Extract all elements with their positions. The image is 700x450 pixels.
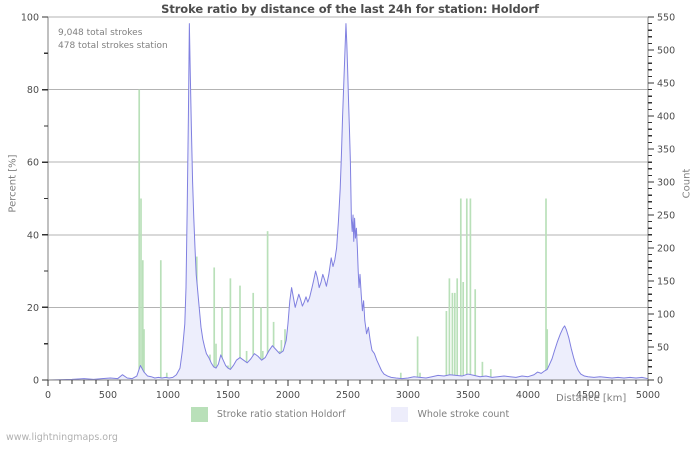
annotation-total-strokes: 9,048 total strokes [58, 28, 143, 38]
svg-text:1500: 1500 [216, 390, 240, 401]
svg-text:3000: 3000 [396, 390, 420, 401]
svg-text:100: 100 [21, 13, 39, 24]
svg-text:4500: 4500 [576, 390, 600, 401]
svg-text:0: 0 [657, 376, 663, 387]
svg-text:1000: 1000 [156, 390, 180, 401]
svg-text:0: 0 [45, 390, 51, 401]
svg-text:500: 500 [657, 46, 675, 57]
svg-text:40: 40 [27, 230, 39, 241]
svg-text:500: 500 [99, 390, 117, 401]
y-axis-right-label: Count [681, 168, 693, 199]
svg-text:200: 200 [657, 244, 675, 255]
svg-text:250: 250 [657, 211, 675, 222]
svg-text:3500: 3500 [456, 390, 480, 401]
x-axis-label: Distance [km] [556, 393, 627, 404]
legend-swatch-bar [190, 407, 208, 422]
legend-label-area: Whole stroke count [417, 409, 510, 420]
watermark: www.lightningmaps.org [6, 432, 118, 443]
svg-text:60: 60 [27, 158, 39, 169]
svg-text:20: 20 [27, 303, 39, 314]
svg-text:4000: 4000 [516, 390, 540, 401]
svg-text:2000: 2000 [276, 390, 300, 401]
tick-labels: 0204060801000501001502002503003504004505… [21, 13, 675, 402]
legend-label-bar: Stroke ratio station Holdorf [216, 409, 346, 420]
svg-text:400: 400 [657, 112, 675, 123]
legend-item-1[interactable]: Whole stroke count [391, 407, 509, 422]
svg-text:5000: 5000 [636, 390, 660, 401]
annotation-total-strokes-station: 478 total strokes station [58, 41, 168, 51]
legend-item-0[interactable]: Stroke ratio station Holdorf [190, 407, 346, 422]
svg-text:2500: 2500 [336, 390, 360, 401]
svg-text:150: 150 [657, 277, 675, 288]
area-series [47, 23, 649, 381]
svg-text:300: 300 [657, 178, 675, 189]
svg-text:100: 100 [657, 310, 675, 321]
svg-text:0: 0 [33, 376, 39, 387]
svg-text:450: 450 [657, 79, 675, 90]
svg-text:80: 80 [27, 85, 39, 96]
svg-text:550: 550 [657, 13, 675, 24]
svg-text:350: 350 [657, 145, 675, 156]
legend-swatch-area [391, 407, 409, 422]
svg-text:50: 50 [657, 343, 669, 354]
y-axis-left-label: Percent [%] [7, 154, 19, 213]
axes [42, 16, 654, 386]
chart-legend: Stroke ratio station Holdorf Whole strok… [0, 407, 700, 422]
page-title: Stroke ratio by distance of the last 24h… [161, 2, 539, 16]
